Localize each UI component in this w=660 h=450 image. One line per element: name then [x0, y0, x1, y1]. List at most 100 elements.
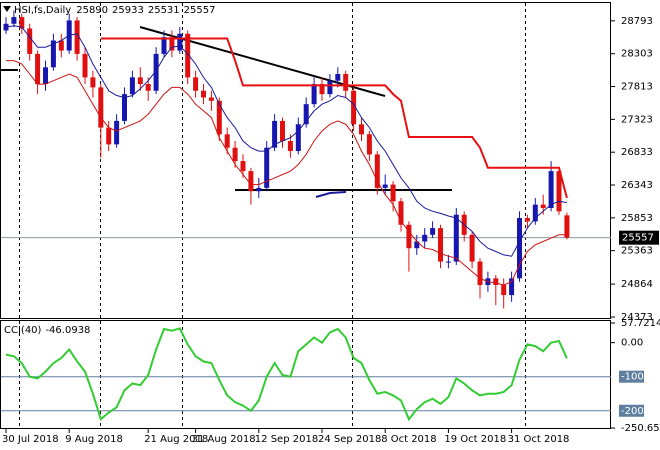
candle-body [58, 40, 64, 51]
candle-body [74, 20, 80, 54]
candle-body [193, 77, 199, 91]
candle-body [445, 261, 451, 263]
header-low: 25531 [148, 5, 180, 16]
candle-body [564, 215, 570, 238]
candle-body [248, 171, 254, 192]
candle-body [540, 204, 546, 208]
candle-body [398, 201, 404, 225]
level-tag: -200 [621, 406, 644, 417]
candle-body [208, 97, 214, 101]
candle-body [438, 228, 443, 262]
candle-body [224, 134, 230, 148]
candle-body [509, 278, 515, 296]
candle-body [43, 67, 48, 85]
candle-body [556, 171, 562, 212]
candle-body [493, 278, 499, 286]
candle-body [232, 147, 238, 162]
candle-body [272, 120, 278, 148]
candle-body [35, 53, 41, 85]
candle-body [122, 94, 127, 121]
candle-body [129, 77, 135, 95]
x-tick-label: 21 Aug 2018 [144, 434, 208, 445]
candle-body [390, 184, 396, 202]
candle-body [382, 184, 388, 188]
candle-body [532, 204, 538, 222]
candle-body [548, 171, 554, 208]
x-tick-label: 31 Oct 2018 [508, 434, 570, 445]
candle-body [98, 87, 104, 128]
candle-body [50, 40, 56, 68]
candle-body [343, 74, 349, 91]
header-close: 25557 [184, 5, 216, 16]
candle-body [351, 90, 357, 125]
y-tick-label: 25853 [621, 213, 653, 224]
symbol: HSI,fs,Daily [14, 5, 71, 16]
cci-panel-frame [0, 320, 611, 429]
candle-body [161, 37, 167, 54]
candle-body [501, 285, 507, 296]
header-high: 25933 [112, 5, 144, 16]
y-tick-label: 0.00 [621, 338, 643, 349]
candle-body [469, 234, 475, 262]
y-tick-label: 26833 [621, 147, 653, 158]
indicator-line [5, 327, 568, 422]
candle-body [303, 104, 309, 125]
y-tick-label: 26343 [621, 180, 653, 191]
header: HSI,fs,Daily 25890 25933 25531 25557 [14, 5, 215, 16]
candle-body [114, 120, 120, 145]
candle-body [11, 17, 17, 24]
x-tick-label: 24 Sep 2018 [318, 434, 381, 445]
candle-body [517, 218, 522, 279]
x-tick-label: 9 Aug 2018 [65, 434, 123, 445]
price-tag: 25557 [622, 233, 654, 244]
candle-body [453, 214, 459, 262]
candle-body [145, 84, 151, 91]
y-tick-label: 28793 [621, 16, 653, 27]
x-tick-label: 8 Oct 2018 [381, 434, 436, 445]
candle-body [524, 218, 530, 222]
candle-body [153, 53, 159, 91]
candle-body [359, 124, 364, 135]
candle-body [406, 224, 412, 249]
main-panel-frame [0, 2, 611, 319]
candle-body [414, 241, 420, 249]
candle-body [106, 127, 112, 145]
y-tick-label: 24373 [621, 312, 653, 323]
candle-body [422, 234, 428, 242]
x-tick-label: 31 Aug 2018 [192, 434, 256, 445]
indicator-line [6, 60, 567, 286]
y-tick-label: 57.7214 [621, 318, 660, 329]
header-open: 25890 [76, 5, 108, 16]
indicator-line [5, 25, 567, 257]
y-tick-label: -250.650 [621, 423, 660, 434]
cci-header: CCI(40) -46.0938 [4, 325, 90, 336]
level-tag-box [619, 404, 644, 417]
price-tag-box [619, 230, 659, 245]
candle-body [201, 90, 206, 98]
candle-body [327, 80, 333, 95]
y-tick-label: 25363 [621, 246, 653, 257]
candle-body [335, 74, 341, 81]
candle-body [27, 28, 33, 54]
candle-body [216, 100, 222, 135]
candle-body [477, 261, 483, 286]
candle-body [169, 37, 175, 51]
indicator-line [100, 37, 568, 199]
candle-body [19, 17, 25, 29]
candle-body [295, 124, 301, 152]
y-tick-label: 27813 [621, 82, 653, 93]
cci-title: CCI(40) [4, 325, 42, 336]
x-tick-label: 19 Oct 2018 [444, 434, 506, 445]
candle-body [280, 120, 285, 142]
candle-body [264, 147, 270, 188]
header-arrow [3, 6, 11, 12]
y-tick-label: 27323 [621, 114, 653, 125]
x-tick-label: 30 Jul 2018 [2, 434, 59, 445]
candle-body [240, 161, 246, 172]
candle-body [366, 134, 372, 155]
candle-body [287, 141, 293, 152]
candle-body [3, 23, 9, 31]
candle-body [319, 84, 325, 95]
